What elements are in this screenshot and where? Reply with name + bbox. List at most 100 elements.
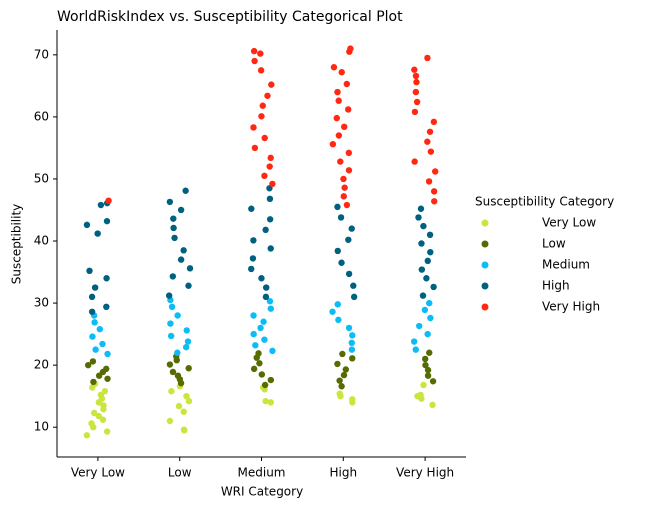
- point: [186, 265, 194, 272]
- point: [345, 149, 353, 157]
- point: [431, 198, 438, 205]
- point: [269, 347, 276, 355]
- point: [90, 378, 97, 386]
- point: [262, 293, 270, 301]
- point: [426, 128, 434, 135]
- point: [340, 175, 347, 183]
- point: [180, 426, 188, 433]
- point: [426, 231, 434, 239]
- point: [343, 80, 351, 88]
- point: [99, 416, 107, 423]
- point: [261, 381, 269, 389]
- point: [421, 306, 429, 314]
- y-tick-label: 70: [34, 47, 49, 61]
- point: [339, 350, 346, 358]
- legend-title: Susceptibility Category: [475, 195, 614, 209]
- point: [345, 270, 353, 278]
- point: [431, 168, 439, 175]
- point: [336, 390, 343, 397]
- point: [96, 325, 104, 333]
- point: [256, 360, 263, 367]
- chart-title: WorldRiskIndex vs. Susceptibility Catego…: [57, 9, 403, 25]
- point: [83, 221, 91, 229]
- point: [417, 205, 425, 212]
- point: [422, 355, 429, 363]
- point: [104, 350, 111, 358]
- point: [427, 314, 434, 322]
- point: [257, 324, 264, 332]
- point: [345, 324, 353, 332]
- legend-label: Very Low: [542, 216, 596, 230]
- point: [250, 124, 257, 131]
- point: [250, 47, 258, 55]
- point: [257, 50, 264, 57]
- point: [263, 284, 270, 291]
- point: [341, 123, 348, 131]
- point: [329, 140, 337, 148]
- point: [342, 366, 350, 373]
- point: [169, 273, 177, 280]
- point: [413, 98, 421, 106]
- point: [169, 368, 177, 376]
- point: [88, 293, 96, 301]
- point: [348, 339, 355, 347]
- point: [350, 293, 358, 301]
- point: [266, 195, 274, 203]
- point: [250, 237, 257, 244]
- point: [267, 399, 275, 406]
- point: [90, 409, 98, 417]
- point: [412, 346, 419, 353]
- point: [91, 319, 98, 326]
- point: [349, 355, 356, 362]
- point: [95, 412, 102, 420]
- x-tick-label: Very Low: [71, 466, 125, 480]
- point: [185, 365, 192, 372]
- point: [426, 349, 433, 356]
- point: [424, 138, 431, 145]
- point: [175, 402, 183, 410]
- point: [257, 67, 265, 74]
- point: [345, 236, 352, 243]
- point: [261, 172, 268, 180]
- point: [250, 365, 258, 373]
- point: [412, 72, 420, 80]
- point: [267, 245, 274, 252]
- point: [92, 346, 99, 353]
- point: [171, 234, 178, 242]
- point: [338, 69, 345, 76]
- point: [345, 106, 352, 113]
- point: [427, 148, 435, 155]
- point: [420, 222, 427, 230]
- point: [89, 358, 97, 365]
- point: [424, 366, 432, 374]
- point: [429, 378, 437, 385]
- point: [335, 97, 342, 104]
- point: [103, 365, 110, 373]
- point: [103, 275, 110, 282]
- point: [337, 158, 344, 165]
- legend-label: Very High: [542, 300, 600, 314]
- y-tick-label: 40: [34, 234, 49, 248]
- point: [252, 342, 259, 349]
- point: [348, 225, 355, 232]
- point: [260, 318, 267, 325]
- point: [418, 266, 426, 273]
- point: [174, 349, 181, 356]
- point: [422, 361, 429, 369]
- point: [267, 305, 274, 312]
- point: [167, 320, 174, 327]
- point: [350, 282, 357, 289]
- point: [340, 371, 348, 379]
- point: [83, 432, 91, 439]
- point: [180, 408, 187, 415]
- point: [94, 230, 101, 237]
- point: [430, 188, 438, 195]
- point: [251, 144, 259, 152]
- point: [412, 88, 420, 96]
- point: [340, 193, 347, 200]
- point: [89, 333, 96, 340]
- point: [334, 247, 341, 255]
- point: [341, 184, 348, 191]
- point: [410, 338, 418, 345]
- y-tick-label: 10: [34, 420, 49, 434]
